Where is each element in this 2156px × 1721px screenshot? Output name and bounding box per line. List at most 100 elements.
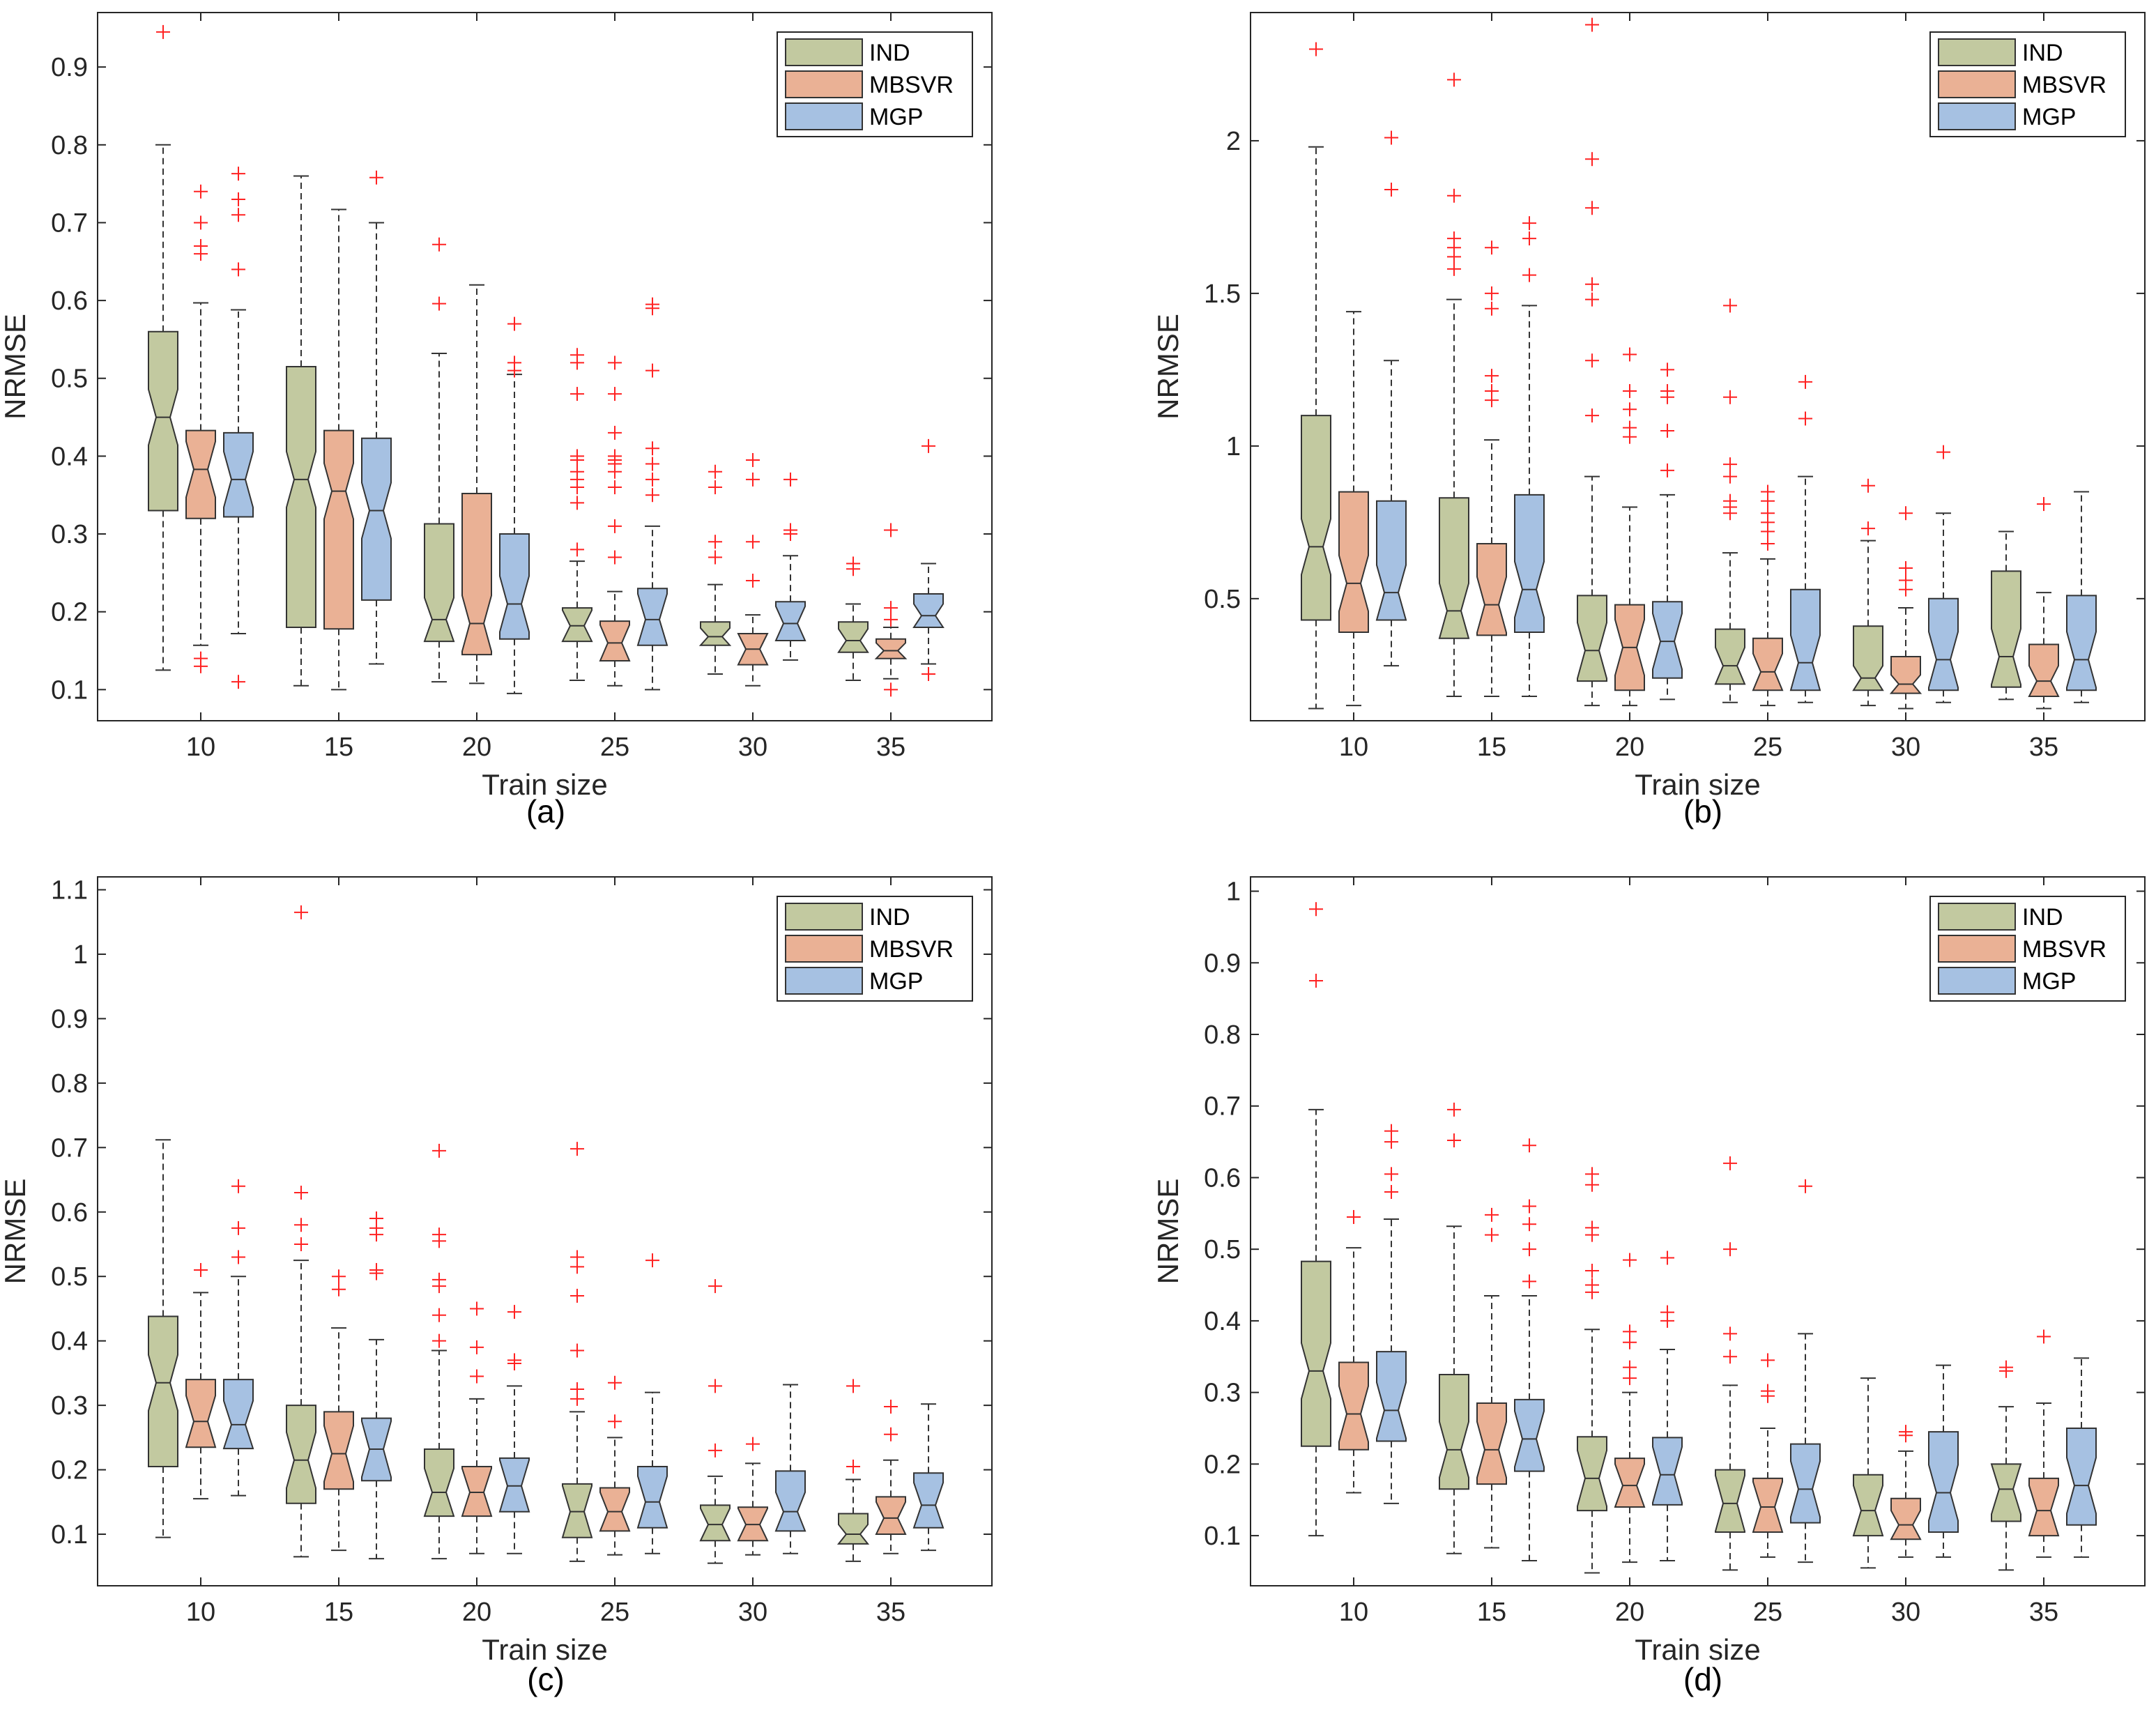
x-axis-title: Train size [482, 768, 608, 801]
legend-label: MGP [2022, 104, 2076, 130]
outlier-marker [884, 682, 898, 697]
outlier-marker [1723, 1242, 1737, 1257]
x-axis-title: Train size [1635, 768, 1761, 801]
box-mbsvr [599, 355, 631, 687]
outlier-marker [1384, 1185, 1398, 1199]
outlier-marker [1384, 1167, 1398, 1181]
iqr-box [1928, 1431, 1959, 1533]
outlier-marker [645, 488, 659, 503]
iqr-box [836, 1513, 870, 1545]
outlier-marker [1660, 1305, 1674, 1320]
iqr-box [1990, 1463, 2022, 1522]
outlier-marker [1899, 1425, 1913, 1439]
y-tick-label: 1.5 [1204, 280, 1241, 309]
y-tick-label: 0.1 [51, 1520, 88, 1550]
iqr-box [1376, 1351, 1407, 1442]
outlier-marker [1660, 463, 1674, 477]
outlier-marker [1899, 573, 1913, 588]
iqr-box [912, 1472, 945, 1529]
outlier-marker [608, 355, 622, 370]
outlier-marker [1623, 420, 1637, 435]
panel-caption: (b) [1683, 793, 1722, 829]
box-mbsvr [1752, 484, 1784, 707]
box-ind [837, 556, 869, 681]
iqr-box [599, 620, 631, 661]
iqr-box [223, 431, 254, 518]
iqr-box [636, 1466, 668, 1529]
outlier-marker [1485, 286, 1499, 300]
iqr-box [1714, 628, 1746, 685]
outlier-marker [231, 1179, 245, 1193]
box-mgp [636, 1253, 668, 1554]
y-tick-label: 0.6 [51, 1198, 88, 1227]
x-tick-label: 20 [462, 733, 491, 762]
outlier-marker [1761, 1353, 1775, 1368]
box-mgp [2066, 1357, 2097, 1558]
legend-label: MGP [869, 104, 923, 130]
x-tick-label: 20 [1615, 1598, 1644, 1627]
box-ind [561, 1142, 593, 1562]
box-mbsvr [185, 184, 216, 673]
outlier-marker [746, 574, 760, 588]
outlier-marker [608, 449, 622, 464]
box-mbsvr [461, 1301, 493, 1554]
iqr-box [148, 330, 178, 512]
outlier-marker [1585, 292, 1599, 307]
outlier-marker [1522, 1217, 1536, 1232]
box-ind [148, 1139, 178, 1538]
y-tick-label: 0.4 [51, 1327, 88, 1356]
panel-d: 0.1 0.2 0.3 0.4 0.5 0.6 0.7 0.8 0.9 1 10 15 20 25 30 35… [1152, 876, 2146, 1697]
y-tick-label: 0.8 [1204, 1020, 1241, 1050]
outlier-marker [1723, 390, 1737, 404]
outlier-marker [1660, 362, 1674, 377]
box-mgp [2066, 491, 2097, 703]
box-ind [1852, 1377, 1884, 1569]
x-tick-label: 25 [600, 1598, 629, 1627]
iqr-box [1476, 1402, 1507, 1485]
legend-swatch-ind [785, 903, 863, 931]
outlier-marker [1522, 1199, 1536, 1214]
iqr-box [2028, 643, 2060, 697]
iqr-box [1889, 656, 1922, 694]
outlier-marker [608, 1414, 622, 1429]
outlier-marker [1384, 183, 1398, 197]
legend-swatch-ind [785, 38, 863, 66]
outlier-marker [608, 480, 622, 495]
x-tick-label: 10 [186, 733, 215, 762]
outlier-marker [231, 262, 245, 277]
x-tick-label: 15 [324, 1598, 353, 1627]
outlier-marker [884, 1399, 898, 1414]
outlier-marker [1384, 130, 1398, 145]
box-mgp [1652, 1250, 1683, 1562]
legend-label: IND [2022, 40, 2063, 66]
legend: IND MBSVR MGP [1929, 31, 2126, 137]
outlier-marker [1447, 188, 1461, 203]
outlier-marker [432, 1143, 446, 1158]
box-mgp [1514, 216, 1545, 697]
box-ind [1990, 1360, 2022, 1571]
outlier-marker [1999, 1360, 2013, 1375]
iqr-box [361, 437, 392, 601]
box-mbsvr [1476, 1207, 1507, 1549]
y-tick-label: 0.3 [51, 520, 88, 549]
iqr-box [1577, 595, 1607, 682]
x-tick-label: 25 [1753, 733, 1782, 762]
outlier-marker [294, 1237, 308, 1251]
outlier-marker [570, 387, 584, 401]
outlier-marker [1660, 1250, 1674, 1265]
box-ind [1577, 1167, 1607, 1574]
iqr-box [148, 1315, 178, 1467]
box-ind [561, 348, 593, 681]
legend-label: IND [869, 904, 910, 931]
outlier-marker [1384, 1124, 1398, 1138]
outlier-marker [194, 1262, 208, 1277]
iqr-box [1991, 570, 2021, 688]
outlier-marker [783, 472, 797, 487]
iqr-box [912, 593, 945, 628]
panel-b: 0.5 1 1.5 2 10 15 20 25 30 35 Train size NRMSE (b) IN… [1152, 12, 2146, 829]
iqr-box [1789, 588, 1821, 691]
y-tick-label: 0.7 [51, 208, 88, 238]
outlier-marker [1761, 484, 1775, 499]
iqr-box [423, 523, 455, 643]
